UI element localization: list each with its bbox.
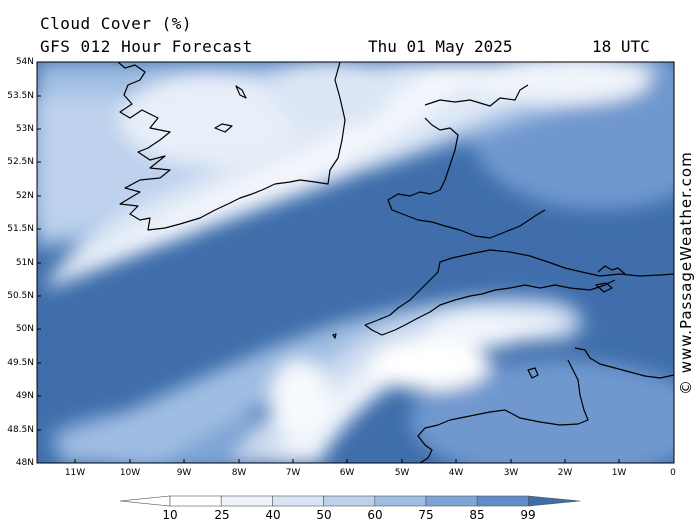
colorbar-label: 60 bbox=[367, 508, 383, 522]
lat-label: 51N bbox=[15, 258, 34, 268]
colorbar bbox=[119, 495, 581, 507]
colorbar-segment bbox=[220, 495, 273, 507]
lon-label: 8W bbox=[231, 468, 247, 478]
lat-label: 50N bbox=[15, 324, 34, 334]
colorbar-segment bbox=[476, 495, 529, 507]
credit-watermark: © www.PassageWeather.com bbox=[677, 151, 695, 395]
colorbar-label: 10 bbox=[162, 508, 178, 522]
map-title: Cloud Cover (%) bbox=[40, 14, 192, 33]
lat-label: 48.5N bbox=[7, 425, 34, 435]
lon-label: 3W bbox=[503, 468, 519, 478]
map-subtitle: GFS 012 Hour Forecast bbox=[40, 37, 253, 56]
lon-label: 9W bbox=[176, 468, 192, 478]
lon-label: 7W bbox=[285, 468, 301, 478]
axis-ticks bbox=[37, 61, 620, 463]
lon-label: 5W bbox=[394, 468, 410, 478]
lon-label: 1W bbox=[611, 468, 627, 478]
coastlines bbox=[117, 62, 674, 463]
lon-label: 10W bbox=[119, 468, 141, 478]
lat-label: 51.5N bbox=[7, 224, 34, 234]
lat-label: 48N bbox=[15, 458, 34, 468]
lon-label: 6W bbox=[339, 468, 355, 478]
lat-label: 53N bbox=[15, 124, 34, 134]
colorbar-segment bbox=[374, 495, 427, 507]
lat-label: 49N bbox=[15, 391, 34, 401]
lat-label: 50.5N bbox=[7, 291, 34, 301]
lon-label: 0 bbox=[670, 468, 676, 478]
colorbar-segment bbox=[425, 495, 478, 507]
colorbar-label: 25 bbox=[214, 508, 230, 522]
colorbar-segment bbox=[169, 495, 222, 507]
lat-label: 52N bbox=[15, 191, 34, 201]
colorbar-label: 50 bbox=[316, 508, 332, 522]
forecast-time: 18 UTC bbox=[592, 37, 650, 56]
colorbar-label: 75 bbox=[418, 508, 434, 522]
lat-label: 52.5N bbox=[7, 157, 34, 167]
forecast-date: Thu 01 May 2025 bbox=[368, 37, 513, 56]
colorbar-label: 85 bbox=[469, 508, 485, 522]
lat-label: 49.5N bbox=[7, 358, 34, 368]
lon-label: 2W bbox=[557, 468, 573, 478]
lat-label: 53.5N bbox=[7, 91, 34, 101]
colorbar-max-arrow bbox=[528, 495, 581, 507]
colorbar-label: 40 bbox=[265, 508, 281, 522]
colorbar-min-arrow bbox=[119, 495, 171, 507]
lon-label: 4W bbox=[448, 468, 464, 478]
cloud-field bbox=[37, 62, 674, 463]
colorbar-label: 99 bbox=[520, 508, 536, 522]
colorbar-segment bbox=[323, 495, 376, 507]
colorbar-segment bbox=[272, 495, 324, 507]
lat-label: 54N bbox=[15, 57, 34, 67]
lon-label: 11W bbox=[64, 468, 86, 478]
